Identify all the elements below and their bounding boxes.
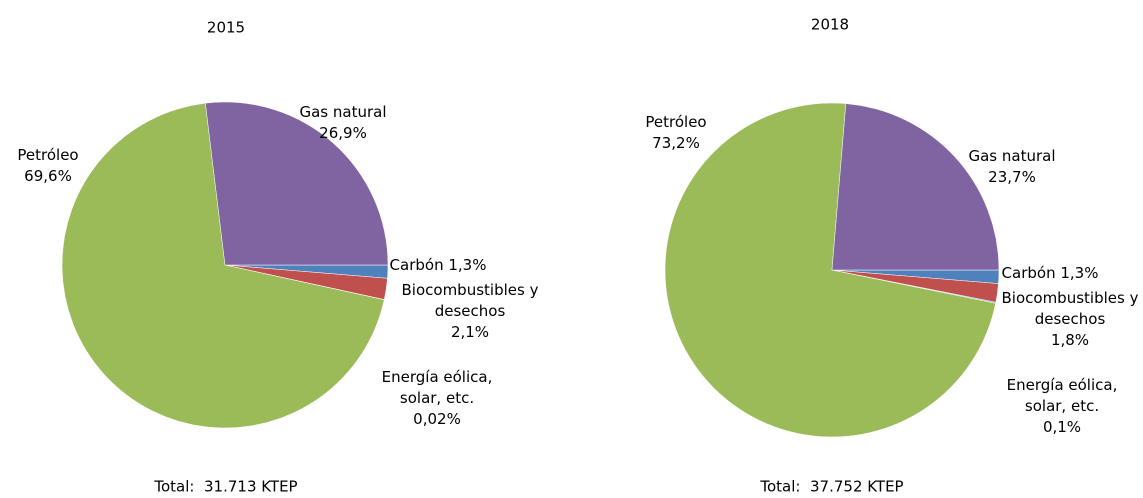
category-label: Biocombustibles y desechos xyxy=(401,281,539,320)
value-label: 69,6% xyxy=(24,167,72,185)
slice-label: Energía eólica, solar, etc. 0,02% xyxy=(367,367,507,430)
slice-label: Petróleo 69,6% xyxy=(3,145,93,187)
slice-label: Petróleo 73,2% xyxy=(631,112,721,154)
value-label: 0,1% xyxy=(1042,418,1082,436)
value-label: 1,3% xyxy=(1060,264,1099,282)
value-label: 73,2% xyxy=(652,134,700,152)
pie-slice xyxy=(664,102,996,438)
pie-slice xyxy=(205,101,389,266)
category-label: Gas natural xyxy=(299,103,387,121)
category-label: Energía eólica, solar, etc. xyxy=(1006,376,1118,415)
chart-title: 2015 xyxy=(207,19,245,37)
value-label: 26,9% xyxy=(319,124,367,142)
category-label: Gas natural xyxy=(968,147,1056,165)
category-label: Biocombustibles y desechos xyxy=(1001,289,1139,328)
slice-label: Biocombustibles y desechos 2,1% xyxy=(383,280,558,343)
value-label: 0,02% xyxy=(413,410,461,428)
pie-slice xyxy=(61,102,385,429)
pie-slice xyxy=(831,103,1000,271)
slice-label: Gas natural 23,7% xyxy=(952,146,1072,188)
category-label: Energía eólica, solar, etc. xyxy=(381,368,493,407)
value-label: 1,3% xyxy=(448,256,487,274)
slice-label: Biocombustibles y desechos 1,8% xyxy=(1000,288,1140,351)
slice-label: Carbón 1,3% xyxy=(995,263,1105,284)
chart-note: Total: 31.713 KTEP xyxy=(153,478,297,496)
chart-title: 2018 xyxy=(811,16,849,34)
category-label: Petróleo xyxy=(17,146,79,164)
value-label: 1,8% xyxy=(1050,331,1090,349)
slice-label: Energía eólica, solar, etc. 0,1% xyxy=(992,375,1132,438)
category-label: Carbón xyxy=(1001,264,1056,282)
slice-label: Carbón 1,3% xyxy=(383,255,493,276)
category-label: Petróleo xyxy=(645,113,707,131)
slice-label: Gas natural 26,9% xyxy=(283,102,403,144)
category-label: Carbón xyxy=(389,256,444,274)
chart-note: Total: 37.752 KTEP xyxy=(759,478,903,496)
value-label: 2,1% xyxy=(450,323,490,341)
value-label: 23,7% xyxy=(988,168,1036,186)
